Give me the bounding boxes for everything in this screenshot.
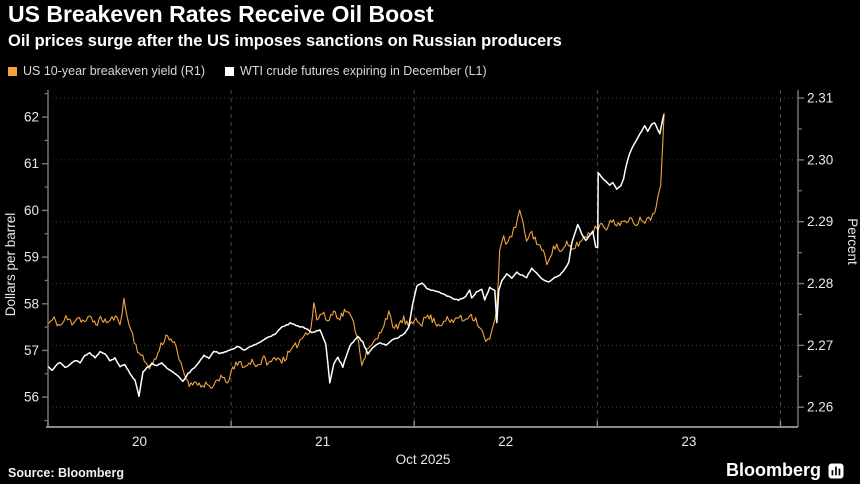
series-line-wti-crude bbox=[47, 114, 665, 398]
right-axis-title: Percent bbox=[845, 218, 860, 265]
legend-label-breakeven-yield: US 10-year breakeven yield (R1) bbox=[23, 64, 206, 78]
legend-label-wti-futures: WTI crude futures expiring in December (… bbox=[240, 64, 487, 78]
bloomberg-logo: Bloomberg bbox=[726, 460, 844, 481]
x-axis-day-label: 22 bbox=[498, 434, 513, 449]
x-axis-day-label: 20 bbox=[132, 434, 147, 449]
legend-item-wti-futures: WTI crude futures expiring in December (… bbox=[225, 64, 487, 78]
chart-subtitle: Oil prices surge after the US imposes sa… bbox=[8, 32, 562, 50]
x-axis-day-label: 23 bbox=[681, 434, 696, 449]
page-title: US Breakeven Rates Receive Oil Boost bbox=[8, 1, 434, 27]
right-axis-tick-label: 2.27 bbox=[807, 338, 833, 353]
left-axis-tick-label: 58 bbox=[24, 296, 39, 311]
x-axis-day-label: 21 bbox=[315, 434, 330, 449]
legend-item-breakeven-yield: US 10-year breakeven yield (R1) bbox=[8, 64, 205, 78]
series-line-breakeven-yield bbox=[47, 112, 665, 389]
x-axis-month-label: Oct 2025 bbox=[396, 452, 451, 467]
right-axis-tick-label: 2.29 bbox=[807, 214, 833, 229]
legend-swatch-orange bbox=[8, 66, 17, 76]
legend: US 10-year breakeven yield (R1) WTI crud… bbox=[8, 64, 487, 78]
left-axis-tick-label: 59 bbox=[24, 250, 39, 265]
left-axis-tick-label: 57 bbox=[24, 343, 39, 358]
left-axis-title: Dollars per barrel bbox=[3, 213, 18, 317]
right-axis-tick-label: 2.30 bbox=[807, 152, 833, 167]
left-axis-tick-label: 56 bbox=[24, 390, 39, 405]
bloomberg-wordmark: Bloomberg bbox=[725, 460, 821, 480]
source-label: Source: Bloomberg bbox=[8, 466, 124, 480]
right-axis-tick-label: 2.26 bbox=[807, 400, 833, 415]
right-axis-tick-label: 2.28 bbox=[807, 276, 833, 291]
left-axis-tick-label: 60 bbox=[24, 203, 39, 218]
bloomberg-chart-app-icon bbox=[828, 463, 844, 478]
right-axis-tick-label: 2.31 bbox=[807, 91, 833, 106]
left-axis-tick-label: 62 bbox=[24, 110, 39, 125]
legend-swatch-white bbox=[225, 66, 235, 76]
left-axis-tick-label: 61 bbox=[24, 156, 39, 171]
